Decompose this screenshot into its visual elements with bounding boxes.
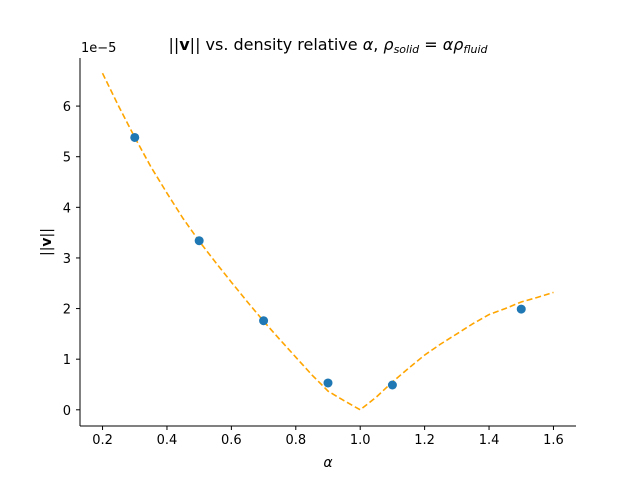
y-tick-label: 2: [63, 303, 71, 318]
title-solid-subscript: solid: [394, 43, 421, 56]
title-comma: ,: [373, 35, 383, 54]
data-point: [516, 304, 526, 314]
data-point: [387, 380, 397, 390]
y-tick-label: 4: [63, 201, 71, 216]
title-alpha-2: α: [443, 35, 454, 54]
y-label-close: ||: [39, 228, 55, 237]
title-alpha: α: [363, 35, 374, 54]
y-axis-label: ||v||: [39, 228, 55, 256]
y-tick-label: 0: [63, 404, 71, 419]
y-tick-label: 5: [63, 151, 71, 166]
x-tick-label: 1.2: [414, 433, 435, 448]
title-middle: || vs. density relative: [190, 35, 363, 54]
x-tick-label: 1.6: [543, 433, 564, 448]
x-tick-label: 0.2: [92, 433, 113, 448]
x-tick-label: 0.6: [221, 433, 242, 448]
title-equals: =: [419, 35, 443, 54]
y-tick-label: 1: [63, 353, 71, 368]
plot-area: 0.2 0.4 0.6 0.8 1.0 1.2 1.4 1.6 0 1 2 3 4 5 6: [63, 58, 576, 448]
x-axis-label: α: [323, 455, 333, 471]
series-line-fit: [101, 72, 554, 411]
data-point: [259, 316, 269, 326]
chart-title: ||v|| vs. density relative α, ρsolid = α…: [168, 35, 488, 56]
y-offset-label: 1e−5: [81, 41, 116, 56]
title-rho: ρ: [383, 35, 393, 54]
title-fluid-subscript: fluid: [463, 43, 488, 56]
title-rho-2: ρ: [453, 35, 463, 54]
title-norm-open: ||: [168, 35, 179, 54]
data-point: [323, 378, 333, 388]
y-label-open: ||: [39, 247, 55, 256]
data-point: [130, 132, 140, 142]
data-point: [194, 236, 204, 246]
x-tick-label: 1.4: [479, 433, 500, 448]
y-tick-label: 3: [63, 252, 71, 267]
x-tick-label: 0.4: [157, 433, 178, 448]
x-tick-label: 1.0: [350, 433, 371, 448]
x-tick-label: 0.8: [285, 433, 306, 448]
y-label-v-symbol: v: [39, 237, 55, 246]
title-v-symbol: v: [179, 35, 190, 54]
y-tick-label: 6: [63, 100, 71, 115]
